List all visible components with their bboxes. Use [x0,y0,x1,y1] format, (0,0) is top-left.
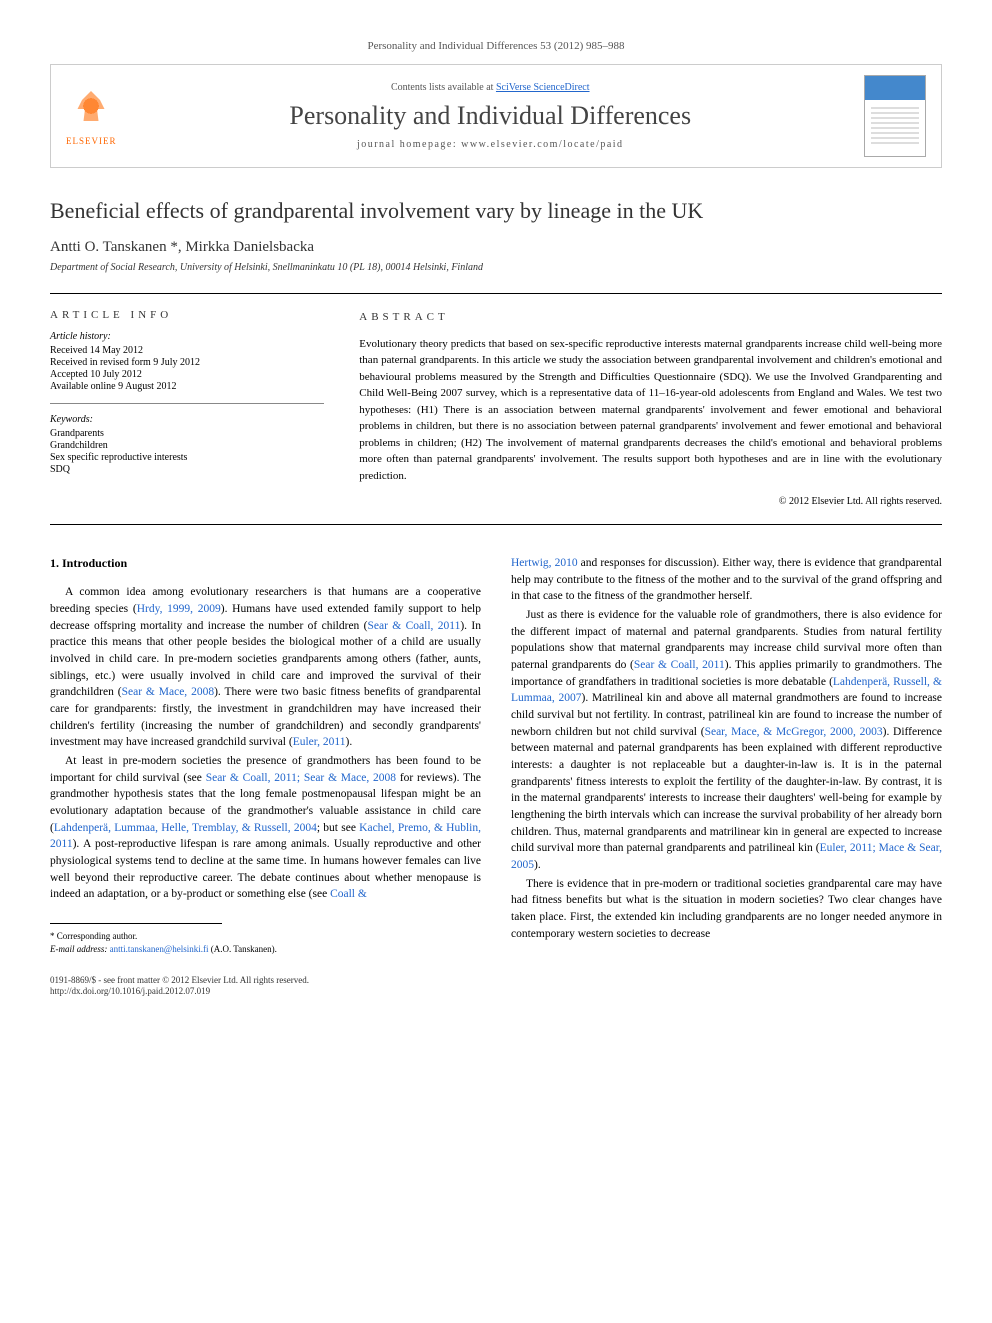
history-section: Article history: Received 14 May 2012 Re… [50,331,324,404]
abstract-copyright: © 2012 Elsevier Ltd. All rights reserved… [359,494,942,509]
article-info: ARTICLE INFO Article history: Received 1… [50,294,339,524]
citation[interactable]: Sear & Coall, 2011; Sear & Mace, 2008 [206,772,396,784]
text-run: ). [345,736,352,748]
paragraph: Just as there is evidence for the valuab… [511,607,942,874]
citation[interactable]: Coall & [330,888,367,900]
journal-reference: Personality and Individual Differences 5… [50,40,942,52]
body-columns: 1. Introduction A common idea among evol… [50,555,942,955]
elsevier-tree-icon [66,86,116,136]
citation[interactable]: Hertwig, 2010 [511,557,578,569]
homepage-prefix: journal homepage: [357,139,461,150]
contents-line: Contents lists available at SciVerse Sci… [117,82,865,93]
left-column: 1. Introduction A common idea among evol… [50,555,481,955]
issn-line: 0191-8869/$ - see front matter © 2012 El… [50,975,942,985]
doi-line[interactable]: http://dx.doi.org/10.1016/j.paid.2012.07… [50,986,942,996]
corresponding-author: * Corresponding author. [50,930,481,943]
email-line: E-mail address: antti.tanskanen@helsinki… [50,943,481,956]
section-heading: 1. Introduction [50,555,481,572]
article-info-heading: ARTICLE INFO [50,309,324,321]
citation[interactable]: Sear, Mace, & McGregor, 2000, 2003 [705,726,883,738]
text-run: There is evidence that in pre-modern or … [511,878,942,940]
abstract-column: ABSTRACT Evolutionary theory predicts th… [339,294,942,524]
publisher-label: ELSEVIER [66,136,117,146]
text-run: ; but see [317,822,359,834]
paragraph: There is evidence that in pre-modern or … [511,876,942,943]
keywords-label: Keywords: [50,414,324,425]
keyword: Grandparents [50,428,324,439]
citation[interactable]: Euler, 2011 [293,736,346,748]
article-title: Beneficial effects of grandparental invo… [50,198,942,224]
header-center: Contents lists available at SciVerse Sci… [117,82,865,150]
footnote: * Corresponding author. E-mail address: … [50,930,481,955]
abstract-text: Evolutionary theory predicts that based … [359,336,942,485]
journal-cover-thumbnail [864,75,926,157]
keyword: SDQ [50,464,324,475]
citation[interactable]: Hrdy, 1999, 2009 [137,603,221,615]
email-label: E-mail address: [50,944,110,954]
affiliation: Department of Social Research, Universit… [50,262,942,273]
email-suffix: (A.O. Tanskanen). [208,944,276,954]
authors: Antti O. Tanskanen *, Mirkka Danielsback… [50,239,942,256]
homepage-url[interactable]: www.elsevier.com/locate/paid [461,139,623,150]
sciencedirect-link[interactable]: SciVerse ScienceDirect [496,82,590,93]
page-footer: 0191-8869/$ - see front matter © 2012 El… [50,975,942,996]
email-link[interactable]: antti.tanskanen@helsinki.fi [110,944,209,954]
footnote-separator [50,923,222,924]
journal-title: Personality and Individual Differences [117,101,865,131]
citation[interactable]: Sear & Mace, 2008 [122,686,214,698]
abstract-heading: ABSTRACT [359,309,942,326]
keyword: Sex specific reproductive interests [50,452,324,463]
info-abstract-row: ARTICLE INFO Article history: Received 1… [50,293,942,525]
elsevier-logo: ELSEVIER [66,86,117,146]
publisher-block: ELSEVIER [66,86,117,146]
history-label: Article history: [50,331,324,342]
paragraph: Hertwig, 2010 and responses for discussi… [511,555,942,605]
citation[interactable]: Lahdenperä, Lummaa, Helle, Tremblay, & R… [54,822,317,834]
accepted-date: Accepted 10 July 2012 [50,369,324,380]
right-column: Hertwig, 2010 and responses for discussi… [511,555,942,955]
revised-date: Received in revised form 9 July 2012 [50,357,324,368]
text-run: ). Difference between maternal and pater… [511,726,942,855]
keyword: Grandchildren [50,440,324,451]
contents-prefix: Contents lists available at [391,82,496,93]
citation[interactable]: Sear & Coall, 2011 [368,620,461,632]
online-date: Available online 9 August 2012 [50,381,324,392]
received-date: Received 14 May 2012 [50,345,324,356]
text-run: ). [534,859,541,871]
header-box: ELSEVIER Contents lists available at Sci… [50,64,942,168]
keywords-section: Keywords: Grandparents Grandchildren Sex… [50,414,324,486]
paragraph: At least in pre-modern societies the pre… [50,753,481,903]
homepage-line: journal homepage: www.elsevier.com/locat… [117,139,865,150]
text-run: ). A post-reproductive lifespan is rare … [50,838,481,900]
citation[interactable]: Sear & Coall, 2011 [634,659,725,671]
paragraph: A common idea among evolutionary researc… [50,584,481,751]
